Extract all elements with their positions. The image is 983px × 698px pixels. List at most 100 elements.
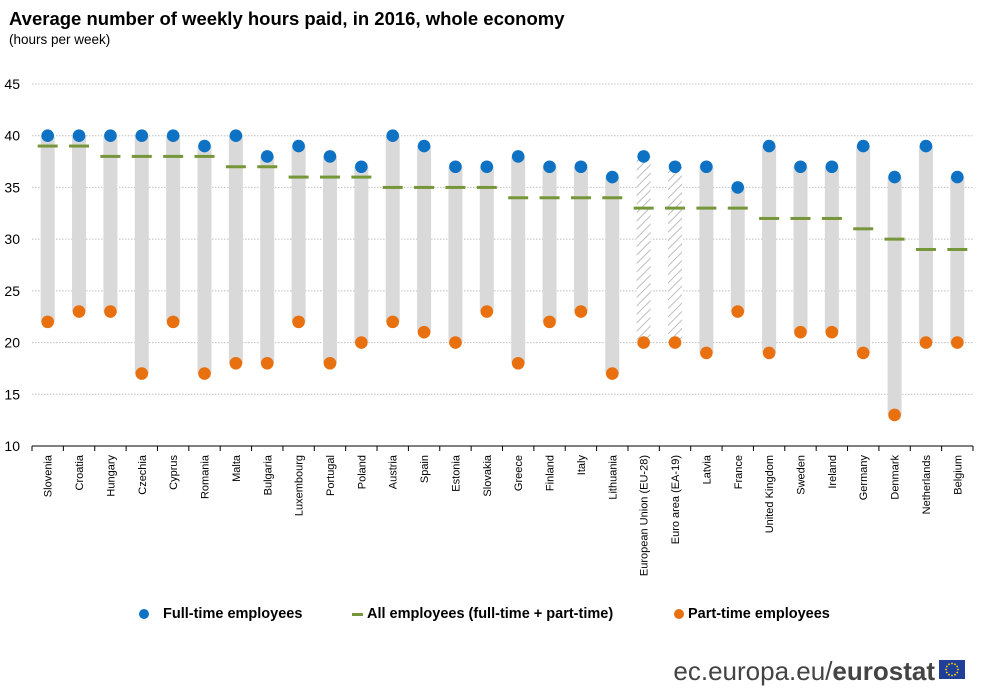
x-tick-label: Poland [356,455,368,489]
all-employees-marker [696,206,717,210]
legend-part-time: Part-time employees [674,606,830,622]
full-time-marker [951,170,964,184]
range-bar [918,146,933,343]
full-time-marker-icon [139,609,149,619]
source-domain: ec.europa.eu/ [673,656,833,686]
legend-all: All employees (full-time + part-time) [352,606,613,622]
flag-star [956,665,959,668]
full-time-marker [511,150,525,163]
all-employees-marker [884,237,905,241]
range-bar [793,166,808,333]
source-brand: eurostat [832,656,935,686]
full-time-marker [198,139,211,153]
x-axis-labels: Slovenia Croatia Hungary Czechia Cyprus Roman… [43,454,965,576]
part-time-marker [762,346,776,360]
x-tick-label: Austria [388,454,400,489]
x-tick-label: Bulgaria [262,454,274,495]
x-tick-label: Latvia [701,454,713,484]
range-bar [385,135,400,322]
range-bar [166,135,181,322]
all-employees-marker [759,216,780,220]
range-bar [824,166,839,333]
full-time-marker [731,181,745,194]
full-time-marker [323,150,337,163]
part-time-marker [323,356,337,370]
y-tick-label: 15 [4,386,20,402]
part-time-marker [198,367,211,380]
x-tick-label: Slovenia [43,454,55,497]
x-tick-label: Estonia [450,454,462,492]
part-time-marker [166,315,180,329]
full-time-marker [72,129,86,143]
part-time-marker [72,305,86,318]
full-time-marker [104,129,117,143]
part-time-marker [449,336,462,349]
part-time-marker [794,325,807,339]
all-employees-marker [257,165,278,169]
full-time-marker [292,139,305,153]
x-tick-label: Sweden [795,455,807,495]
range-bar [856,146,871,353]
flag-star [954,663,956,666]
y-tick-label: 20 [4,335,20,351]
range-bar [762,146,777,353]
part-time-marker [292,315,305,329]
part-time-marker [417,325,431,339]
range-bar [950,177,965,343]
x-tick-label: Lithuania [607,454,619,500]
full-time-marker [637,150,650,163]
part-time-marker [825,325,839,339]
y-axis-ticks: 10 15 20 25 30 35 40 45 [4,76,20,454]
all-employees-marker [508,196,529,200]
flag-star [957,668,959,671]
all-employees-marker [445,185,466,189]
range-bars [40,135,965,415]
x-tick-label: European Union (EU-28) [639,455,651,576]
all-employees-marker [163,154,184,158]
flag-star [951,662,953,665]
full-time-marker [417,139,431,153]
range-bar [636,156,651,343]
full-time-marker [41,129,54,143]
y-tick-label: 30 [4,231,20,247]
y-tick-label: 40 [4,128,20,144]
grid-lines [31,83,974,451]
range-bar [40,135,55,322]
all-employees-marker [69,144,90,148]
x-tick-label: Slovakia [482,454,494,496]
range-bar [103,135,118,312]
full-time-marker [386,129,400,143]
legend-full-time: Full-time employees [139,606,302,622]
part-time-marker-icon [674,609,684,619]
all-employees-marker [194,154,215,158]
part-time-markers [41,305,964,422]
flag-star [945,671,948,674]
range-bar [72,135,87,312]
all-employees-marker [570,196,591,200]
x-tick-label: Ireland [827,455,839,489]
flag-star [945,668,947,671]
part-time-marker [668,336,682,349]
x-tick-label: Netherlands [921,455,933,515]
x-tick-label: Germany [858,455,870,501]
full-time-marker [668,160,682,174]
all-employees-marker [665,206,686,210]
x-tick-label: Czechia [137,454,149,495]
all-employees-marker-icon [352,612,363,616]
x-tick-label: Denmark [890,455,902,500]
range-bar [322,156,337,364]
range-bar [260,156,275,364]
full-time-marker [700,160,713,174]
full-time-marker [856,139,870,153]
full-time-marker [825,160,839,174]
full-time-marker [166,129,180,143]
x-tick-label: Portugal [325,455,337,496]
range-bar [699,166,714,353]
all-employees-marker [319,175,340,179]
range-bar [291,146,306,322]
full-time-marker [260,150,274,163]
part-time-marker [511,356,525,370]
range-bar [134,135,149,374]
eu-flag-icon [939,660,965,679]
